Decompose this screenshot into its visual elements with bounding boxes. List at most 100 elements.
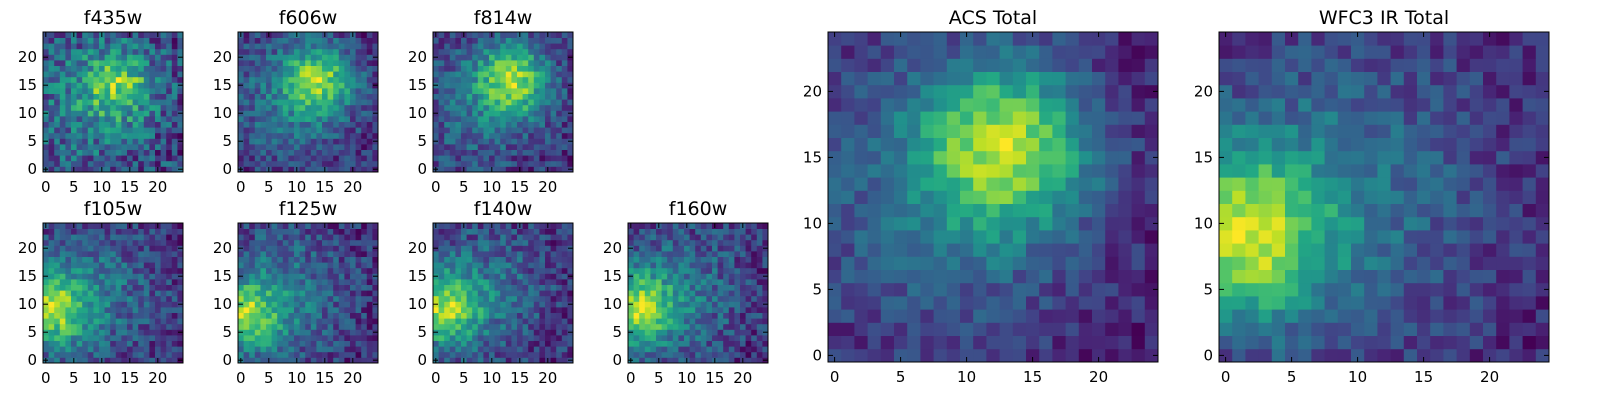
heatmap-cell — [723, 279, 730, 285]
heatmap-cell — [461, 256, 467, 263]
heatmap-cell — [539, 340, 546, 347]
heatmap-cell — [87, 54, 94, 61]
heatmap-cell — [99, 60, 105, 66]
heatmap-cell — [282, 312, 289, 319]
heatmap-cell — [149, 357, 156, 364]
heatmap-cell — [305, 54, 312, 61]
heatmap-cell — [567, 76, 574, 83]
heatmap-cell — [1118, 309, 1132, 323]
heatmap-cell — [299, 223, 306, 229]
heatmap-cell — [366, 256, 373, 263]
heatmap-cell — [567, 346, 574, 353]
heatmap-cell — [43, 295, 49, 302]
heatmap-cell — [511, 295, 518, 302]
heatmap-cell — [277, 245, 284, 252]
heatmap-cell — [171, 223, 178, 229]
heatmap-cell — [254, 132, 261, 139]
heatmap-cell — [71, 256, 77, 263]
heatmap-cell — [517, 116, 523, 122]
heatmap-cell — [333, 262, 340, 269]
heatmap-cell — [143, 329, 150, 336]
heatmap-cell — [489, 88, 495, 94]
heatmap-cell — [266, 88, 272, 94]
heatmap-cell — [277, 138, 284, 145]
heatmap-cell — [466, 239, 473, 246]
heatmap-cell — [138, 110, 145, 117]
heatmap-cell — [316, 48, 323, 55]
heatmap-cell — [249, 346, 256, 353]
heatmap-cell — [561, 223, 568, 229]
heatmap-cell — [522, 144, 529, 150]
heatmap-cell — [288, 132, 295, 139]
heatmap-cell — [177, 104, 184, 111]
heatmap-cell — [561, 323, 568, 330]
heatmap-cell — [561, 88, 568, 94]
heatmap-cell — [678, 357, 685, 364]
heatmap-cell — [271, 346, 278, 353]
heatmap-cell — [59, 149, 66, 156]
heatmap-cell — [243, 144, 250, 150]
heatmap-cell — [907, 282, 921, 297]
heatmap-cell — [1052, 243, 1066, 257]
heatmap-cell — [500, 116, 507, 122]
heatmap-cell — [282, 239, 289, 246]
heatmap-cell — [149, 149, 156, 156]
heatmap-cell — [238, 256, 244, 263]
heatmap-cell — [65, 256, 72, 263]
heatmap-cell — [48, 149, 55, 156]
heatmap-cell — [533, 43, 540, 50]
heatmap-cell — [455, 273, 462, 280]
heatmap-cell — [166, 110, 173, 117]
heatmap-cell — [517, 335, 523, 341]
heatmap-cell — [684, 346, 690, 353]
heatmap-cell — [494, 104, 501, 111]
heatmap-cell — [672, 351, 679, 358]
heatmap-cell — [567, 48, 574, 55]
heatmap-cell — [316, 110, 323, 117]
heatmap-cell — [633, 323, 640, 330]
heatmap-cell — [327, 307, 334, 313]
heatmap-cell — [127, 121, 133, 128]
heatmap-cell — [712, 234, 718, 241]
heatmap-cell — [288, 144, 295, 150]
heatmap-cell — [299, 88, 306, 94]
heatmap-cell — [528, 82, 535, 89]
heatmap-cell — [177, 93, 184, 100]
heatmap-cell — [717, 335, 724, 341]
heatmap-cell — [277, 149, 284, 156]
heatmap-cell — [522, 284, 529, 291]
heatmap-cell — [266, 318, 272, 325]
heatmap-cell — [438, 312, 445, 319]
heatmap-cell — [449, 262, 456, 269]
heatmap-cell — [71, 351, 77, 358]
heatmap-cell — [561, 318, 568, 325]
heatmap-cell — [333, 121, 340, 128]
heatmap-cell — [539, 104, 546, 111]
heatmap-cell — [110, 228, 117, 235]
heatmap-cell — [294, 279, 300, 285]
heatmap-cell — [99, 234, 105, 241]
heatmap-cell — [438, 32, 445, 38]
heatmap-cell — [322, 37, 328, 44]
heatmap-cell — [500, 307, 507, 313]
heatmap-cell — [93, 262, 100, 269]
heatmap-cell — [282, 121, 289, 128]
heatmap-cell — [327, 357, 334, 364]
heatmap-cell — [333, 234, 340, 241]
heatmap-cell — [266, 60, 272, 66]
heatmap-cell — [177, 71, 184, 78]
heatmap-cell — [483, 279, 490, 285]
heatmap-cell — [472, 116, 479, 122]
heatmap-cell — [444, 301, 451, 308]
heatmap-cell — [87, 340, 94, 347]
heatmap-cell — [444, 329, 451, 336]
heatmap-cell — [867, 150, 882, 165]
heatmap-cell — [644, 245, 651, 252]
heatmap-cell — [266, 312, 272, 319]
heatmap-cell — [1144, 230, 1159, 244]
heatmap-cell — [171, 76, 178, 83]
y-tick-label: 5 — [612, 323, 622, 341]
heatmap-cell — [1144, 335, 1159, 350]
heatmap-cell — [322, 54, 328, 61]
heatmap-cell — [740, 290, 746, 297]
